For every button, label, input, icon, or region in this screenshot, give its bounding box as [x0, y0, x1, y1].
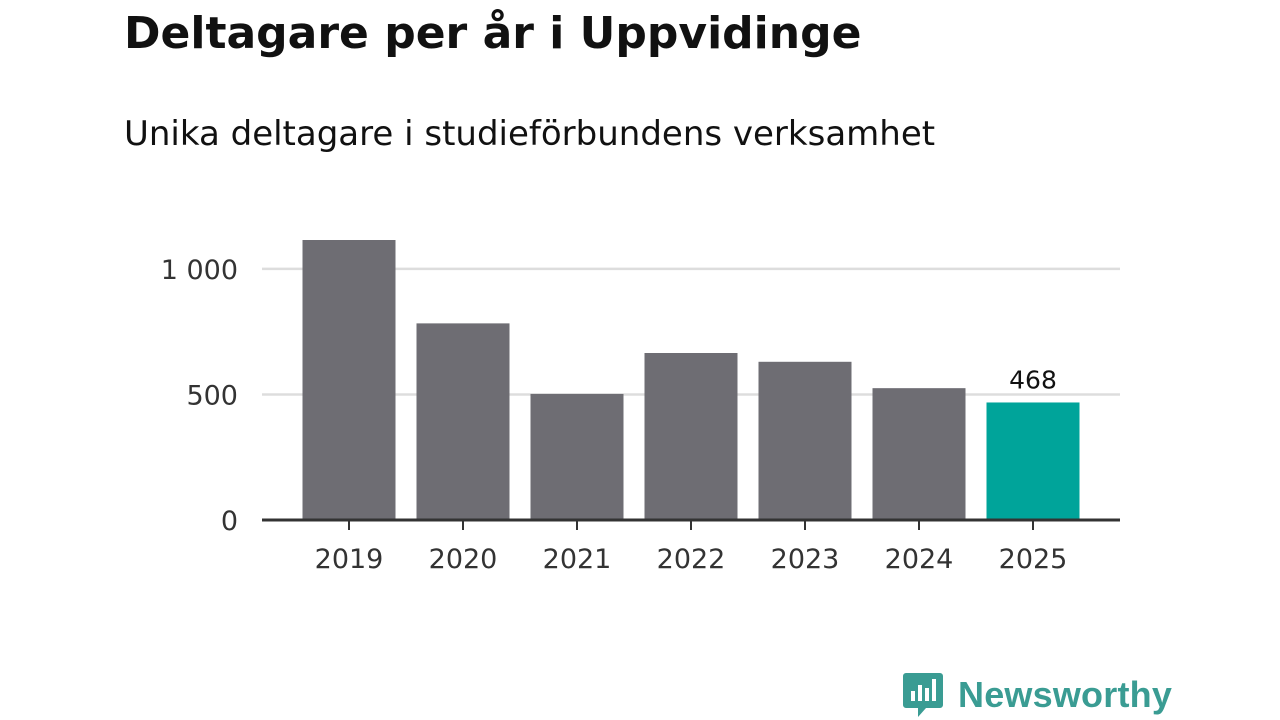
bar-2022 — [644, 353, 738, 520]
labels: 0 500 1 000 2019 2020 2021 2022 2023 2024 2025 468 — [161, 255, 1068, 575]
chart-subtitle: Unika deltagare i studieförbundens verks… — [124, 114, 936, 154]
newsworthy-logo-icon — [903, 673, 943, 717]
bar-2021 — [530, 393, 624, 520]
newsworthy-logo: Newsworthy — [902, 671, 1172, 719]
bar-2020 — [416, 323, 510, 520]
bars — [302, 240, 1080, 520]
y-tick-label: 1 000 — [161, 255, 238, 286]
x-tick-label: 2019 — [315, 544, 384, 575]
x-tick-label: 2022 — [657, 544, 726, 575]
axes — [262, 518, 1120, 530]
data-label: 468 — [1009, 365, 1057, 394]
x-tick-label: 2020 — [429, 544, 498, 575]
chart-title: Deltagare per år i Uppvidinge — [124, 8, 862, 59]
brand-name: Newsworthy — [958, 674, 1173, 715]
bar-2023 — [758, 361, 852, 520]
y-tick-label: 500 — [186, 380, 238, 411]
x-tick-label: 2021 — [543, 544, 612, 575]
x-tick-label: 2025 — [999, 544, 1068, 575]
bar-2025 — [986, 402, 1080, 520]
bar-2024 — [872, 388, 966, 520]
x-tick-label: 2024 — [885, 544, 954, 575]
x-tick-label: 2023 — [771, 544, 840, 575]
y-tick-label: 0 — [221, 506, 238, 537]
bar-2019 — [302, 240, 396, 520]
